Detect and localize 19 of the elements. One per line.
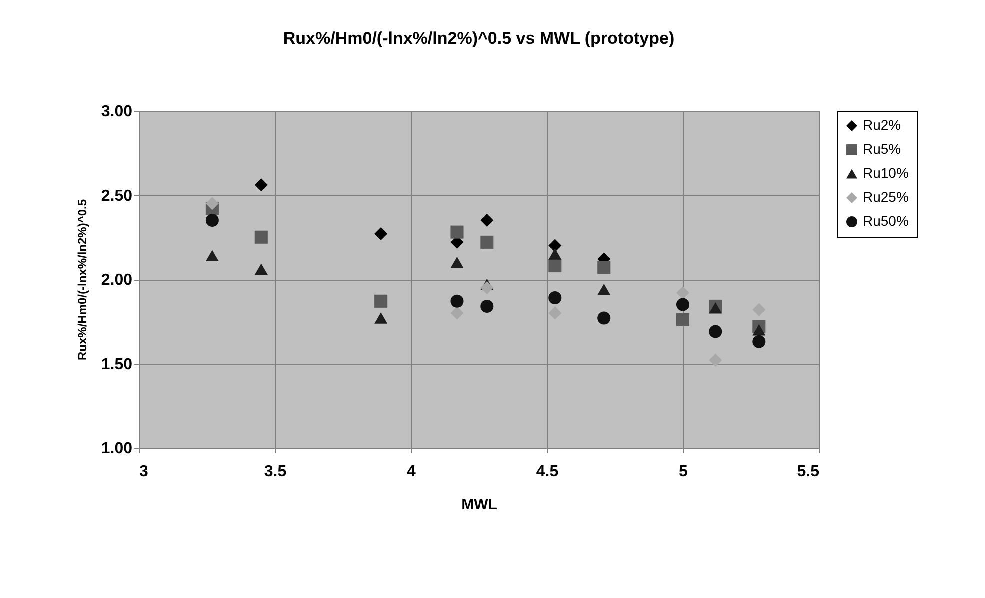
legend-label: Ru50%: [863, 213, 909, 229]
chart-title: Rux%/Hm0/(-lnx%/ln2%)^0.5 vs MWL (prototype): [283, 29, 675, 48]
x-tick-label: 5.5: [797, 464, 820, 480]
x-tick-label: 5: [679, 464, 688, 480]
y-tick-label: 1.00: [101, 440, 133, 458]
legend-label: Ru5%: [863, 141, 902, 157]
y-tick-label: 3.00: [101, 104, 133, 120]
x-tick-label: 4: [407, 464, 416, 480]
y-tick-label: 1.50: [101, 356, 133, 374]
legend-label: Ru10%: [863, 165, 909, 181]
y-axis-title: Rux%/Hm0/(-lnx%/ln2%)^0.5: [75, 199, 90, 361]
x-tick-label: 3: [140, 464, 148, 480]
x-tick-label: 3.5: [264, 464, 287, 480]
x-axis-title: MWL: [462, 496, 498, 514]
legend-label: Ru2%: [863, 117, 902, 133]
legend-label: Ru25%: [863, 189, 909, 205]
x-tick-label: 4.5: [536, 464, 559, 480]
y-tick-label: 2.00: [101, 272, 133, 289]
y-tick-label: 2.50: [101, 188, 133, 205]
